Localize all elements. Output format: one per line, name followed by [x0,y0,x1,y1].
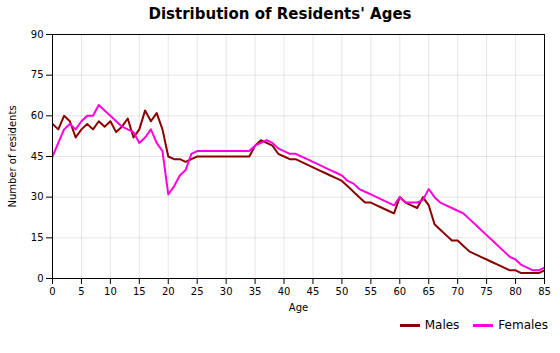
svg-text:30: 30 [31,191,44,202]
svg-text:55: 55 [364,286,377,297]
svg-text:35: 35 [249,286,262,297]
html-text:Males: Males [424,318,460,332]
svg-text:20: 20 [162,286,175,297]
html-text:Females: Females [498,318,548,332]
svg-text:90: 90 [31,29,44,40]
svg-text:10: 10 [104,286,117,297]
svg-text:30: 30 [220,286,233,297]
svg-text:65: 65 [422,286,435,297]
html-text:Distribution of Residents' Age: Distribution of Residents' Ages [148,5,412,23]
svg-text:25: 25 [191,286,204,297]
svg-text:50: 50 [336,286,349,297]
svg-text:40: 40 [278,286,291,297]
svg-text:0: 0 [37,273,43,284]
svg-text:0: 0 [49,286,55,297]
svg-text:45: 45 [31,151,44,162]
svg-text:85: 85 [538,286,551,297]
svg-text:Age: Age [289,302,308,313]
svg-text:45: 45 [307,286,320,297]
svg-text:15: 15 [31,232,44,243]
svg-text:60: 60 [393,286,406,297]
svg-text:5: 5 [78,286,84,297]
svg-text:60: 60 [31,110,44,121]
svg-text:75: 75 [31,69,44,80]
svg-text:15: 15 [133,286,146,297]
svg-text:80: 80 [509,286,522,297]
svg-text:70: 70 [451,286,464,297]
svg-text:75: 75 [480,286,493,297]
svg-text:Number of residents: Number of residents [7,105,18,207]
